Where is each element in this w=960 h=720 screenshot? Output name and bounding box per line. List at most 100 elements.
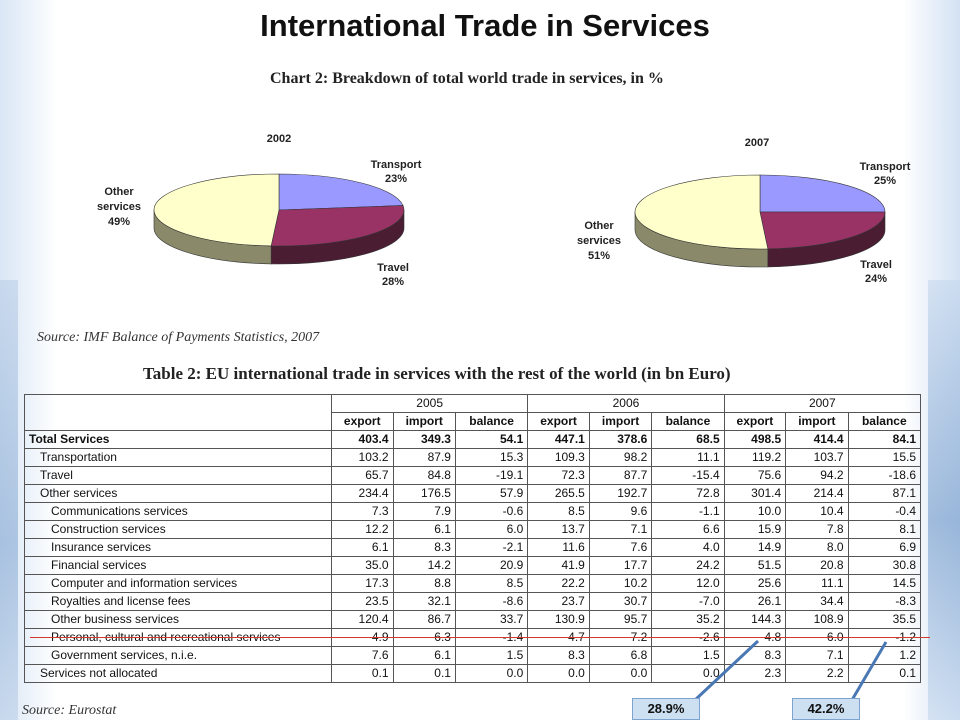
cell-value: 35.2 <box>651 610 725 629</box>
year-header-row: 2005 2006 2007 <box>24 394 922 431</box>
cell-value: 214.4 <box>785 484 849 503</box>
cell-value: 54.1 <box>454 430 529 449</box>
table-row: Transportation 103.2 87.9 15.3 109.3 98.2 11.1… <box>24 448 922 467</box>
row-label: Transportation <box>24 448 332 467</box>
cell-value: 98.2 <box>588 448 653 467</box>
cell-value: 33.7 <box>454 610 529 629</box>
row-label: Other services <box>24 484 332 503</box>
arrow-to-export <box>693 639 760 702</box>
pie-value-travel-2007: 24% <box>865 273 887 285</box>
table-row: Other services 234.4 176.5 57.9 265.5 192.7 72… <box>24 484 922 503</box>
cell-value: 12.0 <box>651 574 725 593</box>
subheader-row: export import balance export import balance ex… <box>25 412 922 431</box>
table-row: Travel 65.7 84.8 -19.1 72.3 87.7 -15.4 75.6 94.2… <box>24 466 922 485</box>
cell-value: 6.1 <box>331 538 394 557</box>
cell-value: 108.9 <box>785 610 849 629</box>
cell-value: 119.2 <box>723 448 787 467</box>
pie-slice-other <box>153 173 280 247</box>
col-header-import-2007: import <box>785 412 849 431</box>
right-decoration <box>928 280 960 720</box>
source-eurostat: Source: Eurostat <box>22 703 117 718</box>
cell-value: 0.1 <box>331 664 394 683</box>
cell-value: 234.4 <box>331 484 394 503</box>
pie-label-transport-2002: Transport <box>371 159 422 171</box>
table-body: Total Services 403.4 349.3 54.1 447.1 378.6 68… <box>24 430 922 683</box>
pie-value-transport-2007: 25% <box>874 175 896 187</box>
pie-label-other-2007-b: services <box>577 235 621 247</box>
cell-value: 17.3 <box>331 574 394 593</box>
row-label: Computer and information services <box>24 574 332 593</box>
cell-value: -2.1 <box>454 538 529 557</box>
cell-value: 13.7 <box>527 520 590 539</box>
cell-value: 72.3 <box>527 466 590 485</box>
trade-table: 2005 2006 2007 export import balance export… <box>24 394 922 683</box>
pie-label-travel-2007: Travel <box>860 259 892 271</box>
page-title: International Trade in Services <box>260 8 710 43</box>
cell-value: 378.6 <box>588 430 653 449</box>
cell-value: 265.5 <box>527 484 590 503</box>
table-title: Table 2: EU international trade in servi… <box>143 364 731 383</box>
pie-charts: 2002 Transport 23% Travel 28% Other serv… <box>97 133 911 288</box>
cell-value: 0.0 <box>588 664 653 683</box>
cell-value: 87.9 <box>392 448 456 467</box>
cell-value: 0.1 <box>392 664 456 683</box>
table-row: Government services, n.i.e. 7.6 6.1 1.5 8.3 6… <box>24 646 922 665</box>
pie-chart-2007 <box>634 174 886 268</box>
callout-balance-share: 42.2% <box>792 698 860 720</box>
pie-title-2007: 2007 <box>745 137 769 149</box>
cell-value: 17.7 <box>588 556 653 575</box>
pie-label-other-2002-b: services <box>97 201 141 213</box>
cell-value: 94.2 <box>785 466 849 485</box>
table-row: Construction services 12.2 6.1 6.0 13.7 7.1 6.… <box>24 520 922 539</box>
cell-value: 1.5 <box>454 646 529 665</box>
cell-value: 87.7 <box>588 466 653 485</box>
table-row: Royalties and license fees 23.5 32.1 -8.6 23… <box>24 592 922 611</box>
cell-value: 25.6 <box>723 574 787 593</box>
cell-value: 2.2 <box>785 664 849 683</box>
row-label: Construction services <box>24 520 332 539</box>
cell-value: 65.7 <box>331 466 394 485</box>
pie-label-travel-2002: Travel <box>377 262 409 274</box>
pie-label-transport-2007: Transport <box>860 161 911 173</box>
pie-value-travel-2002: 28% <box>382 276 404 288</box>
callout-export-share: 28.9% <box>632 698 700 720</box>
pie-label-other-2002: Other <box>104 186 134 198</box>
cell-value: 192.7 <box>588 484 653 503</box>
row-label: Royalties and license fees <box>24 592 332 611</box>
pie-value-other-2002: 49% <box>108 216 130 228</box>
cell-value: 103.7 <box>785 448 849 467</box>
pie-value-other-2007: 51% <box>588 250 610 262</box>
pie-slice-other <box>634 174 769 250</box>
cell-value: 72.8 <box>651 484 725 503</box>
col-header-export-2006: export <box>527 412 590 431</box>
cell-value: 1.5 <box>651 646 725 665</box>
pie-value-transport-2002: 23% <box>385 173 407 185</box>
chart-title: Chart 2: Breakdown of total world trade … <box>270 70 664 87</box>
left-decoration <box>0 280 18 720</box>
pie-slice-travel <box>759 211 886 250</box>
row-label: Services not allocated <box>24 664 332 683</box>
cell-value: 7.1 <box>588 520 653 539</box>
cell-value: -19.1 <box>454 466 529 485</box>
source-imf: Source: IMF Balance of Payments Statisti… <box>37 330 320 345</box>
highlight-line <box>30 637 930 638</box>
cell-value: 95.7 <box>588 610 653 629</box>
cell-value: 349.3 <box>392 430 456 449</box>
cell-value: 0.0 <box>651 664 725 683</box>
pie-title-2002: 2002 <box>267 133 291 145</box>
pie-chart-2002 <box>153 173 405 265</box>
cell-value: 176.5 <box>392 484 456 503</box>
cell-value: 0.0 <box>527 664 590 683</box>
corner-cell <box>24 394 332 431</box>
cell-value: 6.8 <box>588 646 653 665</box>
pie-label-other-2007: Other <box>584 220 614 232</box>
arrow-to-balance <box>850 641 888 701</box>
cell-value: 7.8 <box>785 520 849 539</box>
cell-value: 26.1 <box>723 592 787 611</box>
pie-slice-transport <box>278 173 404 211</box>
cell-value: 0.0 <box>454 664 529 683</box>
table-row: Computer and information services 17.3 8.8… <box>24 574 922 593</box>
cell-value: 9.6 <box>588 502 653 521</box>
cell-value: 7.6 <box>588 538 653 557</box>
